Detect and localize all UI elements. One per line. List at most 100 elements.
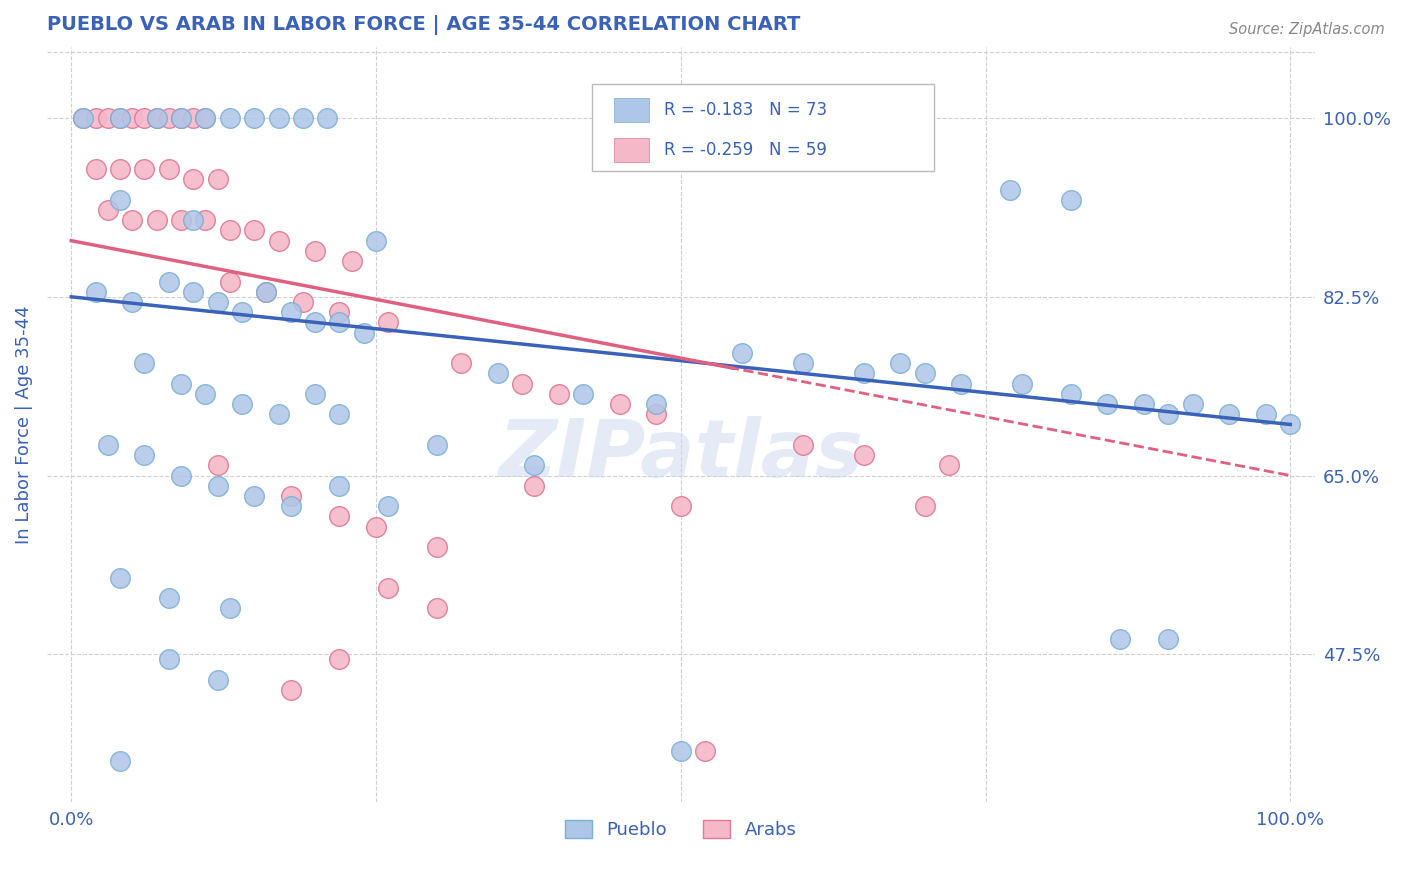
FancyBboxPatch shape (592, 85, 935, 171)
Point (157, 162, 180, 177)
Point (243, 111, 266, 125)
Point (426, 438, 449, 452)
Point (243, 223, 266, 237)
Point (523, 458, 546, 473)
Point (938, 458, 960, 473)
Point (231, 305, 253, 319)
Point (84, 162, 107, 177)
Point (170, 111, 193, 125)
Point (792, 356, 814, 370)
Point (243, 489, 266, 503)
Point (377, 315, 399, 329)
Point (950, 376, 973, 391)
Point (267, 111, 290, 125)
Point (194, 387, 217, 401)
Text: Source: ZipAtlas.com: Source: ZipAtlas.com (1229, 22, 1385, 37)
Point (280, 682, 302, 697)
Point (328, 407, 350, 421)
Point (181, 213, 204, 227)
Point (695, 744, 717, 758)
Point (1218, 407, 1240, 421)
Point (97, 202, 120, 217)
Point (1279, 417, 1302, 432)
Point (426, 601, 449, 615)
FancyBboxPatch shape (613, 98, 650, 122)
Point (1181, 397, 1204, 411)
Point (170, 468, 193, 483)
Point (181, 172, 204, 186)
Point (1060, 193, 1083, 207)
Point (181, 285, 204, 299)
Point (207, 479, 229, 493)
Point (108, 162, 131, 177)
Point (145, 111, 167, 125)
Point (108, 111, 131, 125)
Point (1133, 397, 1156, 411)
Point (207, 673, 229, 687)
Point (280, 489, 302, 503)
Point (914, 499, 936, 513)
Point (194, 111, 217, 125)
Text: R = -0.259   N = 59: R = -0.259 N = 59 (664, 141, 827, 159)
Point (121, 213, 143, 227)
Point (170, 376, 193, 391)
Text: ZIPatlas: ZIPatlas (498, 416, 863, 493)
Point (134, 111, 156, 125)
Point (486, 367, 509, 381)
Point (157, 591, 180, 605)
Point (510, 376, 533, 391)
Point (108, 193, 131, 207)
Point (207, 172, 229, 186)
Point (328, 305, 350, 319)
Point (181, 111, 204, 125)
Point (218, 223, 240, 237)
Point (852, 367, 875, 381)
Point (194, 213, 217, 227)
Point (547, 387, 569, 401)
Point (207, 294, 229, 309)
Point (280, 305, 302, 319)
Point (609, 397, 631, 411)
Point (267, 407, 290, 421)
Point (731, 346, 754, 360)
Point (304, 315, 326, 329)
Point (97, 438, 120, 452)
Point (218, 275, 240, 289)
Point (1060, 387, 1083, 401)
Point (170, 213, 193, 227)
Point (1097, 397, 1119, 411)
Point (998, 183, 1021, 197)
Text: PUEBLO VS ARAB IN LABOR FORCE | AGE 35-44 CORRELATION CHART: PUEBLO VS ARAB IN LABOR FORCE | AGE 35-4… (46, 15, 800, 35)
Point (145, 213, 167, 227)
Point (108, 111, 131, 125)
Y-axis label: In Labor Force | Age 35-44: In Labor Force | Age 35-44 (15, 305, 32, 544)
Point (328, 315, 350, 329)
Point (84, 111, 107, 125)
Point (364, 519, 387, 533)
Point (157, 275, 180, 289)
Point (353, 326, 375, 340)
FancyBboxPatch shape (613, 137, 650, 161)
Point (145, 111, 167, 125)
Point (72, 111, 94, 125)
Point (669, 744, 692, 758)
Point (304, 387, 326, 401)
Point (889, 356, 911, 370)
Point (170, 111, 193, 125)
Point (72, 111, 94, 125)
Legend: Pueblo, Arabs: Pueblo, Arabs (558, 813, 804, 847)
Point (108, 571, 131, 585)
Point (121, 111, 143, 125)
Point (316, 111, 339, 125)
Point (134, 448, 156, 462)
Point (572, 387, 595, 401)
Point (134, 162, 156, 177)
Text: R = -0.183   N = 73: R = -0.183 N = 73 (664, 101, 827, 119)
Point (1011, 376, 1033, 391)
Point (364, 234, 387, 248)
Point (523, 479, 546, 493)
Point (157, 111, 180, 125)
Point (852, 448, 875, 462)
Point (340, 254, 363, 268)
Point (1108, 632, 1130, 646)
